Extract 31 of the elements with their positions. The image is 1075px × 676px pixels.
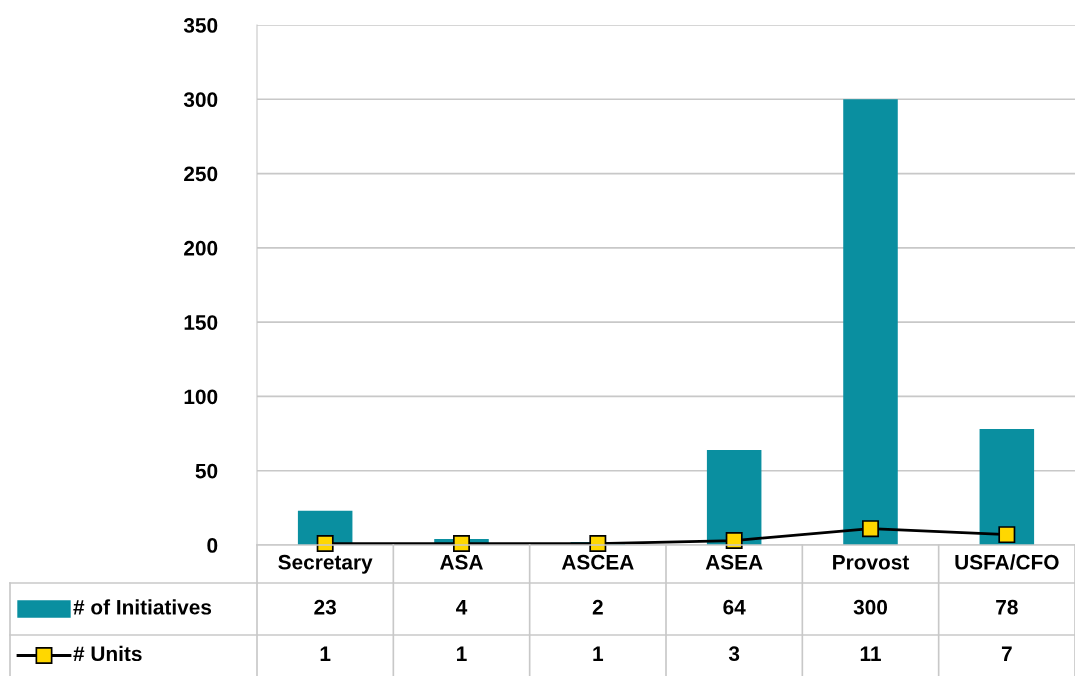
y-tick-label: 100 [184,389,218,405]
data-label: 11 [860,646,881,661]
y-tick-label: 200 [184,240,218,256]
y-tick-label: 250 [184,166,218,182]
data-label: 300 [853,599,888,615]
data-label: 2 [592,599,603,615]
bar [843,99,898,545]
data-label: 78 [996,599,1018,615]
data-label: 3 [728,646,740,662]
data-label: 64 [723,599,746,615]
bar [979,429,1035,545]
y-tick-label: 150 [184,315,218,330]
data-label: 1 [593,646,604,661]
y-tick-label: 50 [195,463,218,479]
data-label: 4 [456,600,468,615]
x-tick-label: USFA/CFO [955,554,1059,570]
y-tick-label: 0 [207,538,218,553]
x-tick-label: Provost [833,555,910,570]
x-tick-label: ASA [440,554,483,570]
data-label: 1 [320,646,331,661]
x-tick-label: ASEA [705,554,763,570]
data-label: 7 [1001,646,1012,661]
bar [706,449,762,545]
data-label: 1 [457,646,467,661]
x-tick-label: Secretary [278,554,373,574]
data-label: 23 [314,599,336,615]
y-tick-label: 300 [183,92,218,108]
x-tick-label: ASCEA [561,554,634,570]
y-tick-label: 350 [183,18,218,33]
legend-label: # of Initiatives [73,599,212,615]
legend-label: # Units [73,645,142,662]
